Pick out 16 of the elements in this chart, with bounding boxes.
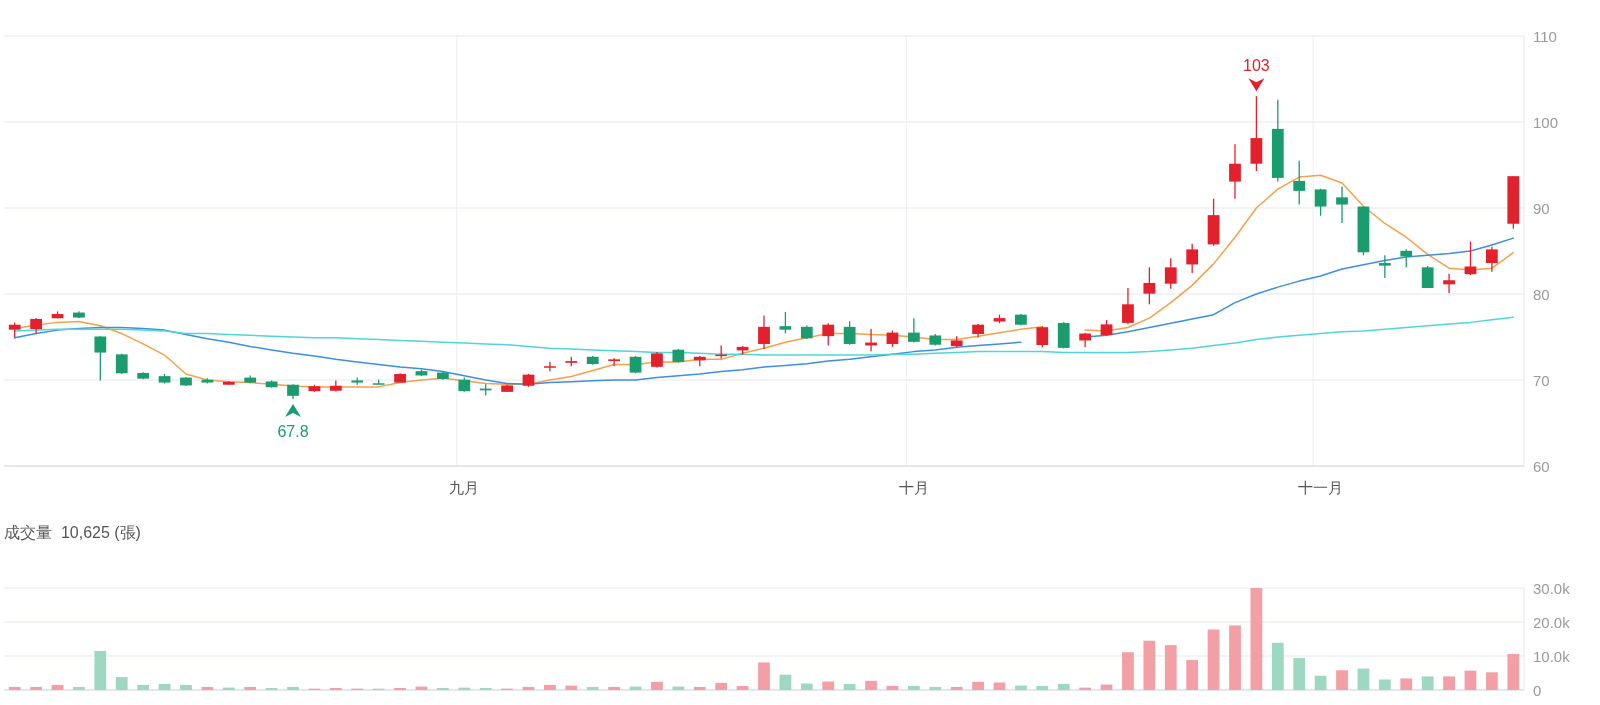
x-tick-label: 十月 [898, 479, 929, 496]
annotation: 103 [1243, 57, 1270, 75]
x-tick-label: 十一月 [1298, 479, 1344, 496]
y-tick-label: 0 [1533, 681, 1542, 699]
y-tick-label: 60 [1533, 457, 1550, 475]
y-tick-label: 70 [1533, 371, 1550, 389]
y-tick-label: 80 [1533, 285, 1550, 303]
y-tick-label: 100 [1533, 113, 1559, 131]
y-tick-label: 20.0k [1533, 613, 1571, 631]
y-tick-label: 30.0k [1533, 579, 1571, 597]
y-tick-label: 90 [1533, 199, 1550, 217]
x-tick-label: 九月 [449, 479, 480, 496]
y-tick-label: 110 [1533, 27, 1557, 45]
annotation: 67.8 [277, 422, 309, 440]
y-tick-label: 10.0k [1533, 647, 1571, 665]
chart-title: 成交量 10,625 (張) [4, 524, 141, 541]
